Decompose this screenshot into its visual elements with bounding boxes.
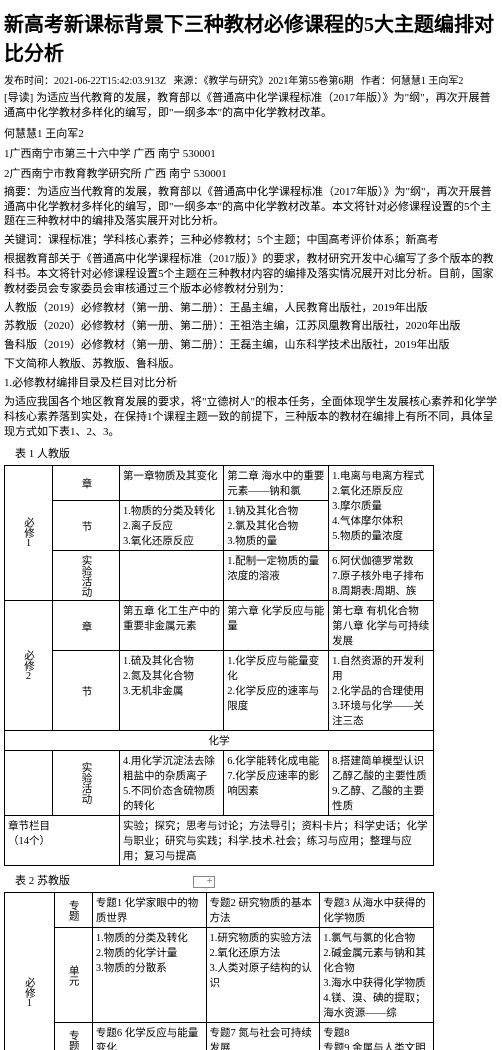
abstract-text: 为适应当代教育的发展，教育部以《普通高中化学课程标准（2017年版）》为"纲"，…	[4, 186, 491, 228]
cell: 必修1	[5, 466, 53, 601]
cell: 第一章物质及其变化	[120, 466, 224, 501]
table-row: 必修2 章 第五章 化工生产中的重要非金属元素 第六章 化学反应与能量 第七章 …	[5, 601, 434, 651]
guide-label: [导读]	[4, 92, 33, 104]
abstract-para: 摘要：为适应当代教育的发展，教育部以《普通高中化学课程标准（2017年版）》为"…	[0, 183, 502, 232]
cell: 专题	[54, 893, 92, 928]
affiliation-2: 2广西南宁市教育教学研究所 广西 南宁 530001	[0, 163, 502, 183]
cell: 6.阿伏伽德罗常数7.原子核外电子排布8.周期表:周期、族	[329, 551, 434, 601]
cell: 节	[53, 651, 120, 731]
table-1-caption: 表 1 人教版	[0, 441, 502, 463]
body-para-4: 鲁科版（2019）必修教材（第一册、第二册）：王磊主编，山东科学技术出版社，20…	[0, 336, 502, 355]
cell	[120, 551, 224, 601]
table-row: 章节栏目（14个） 实验；探究；思考与讨论；方法导引；资料卡片；科学史话；化学与…	[5, 816, 434, 866]
cell: 1.钠及其化合物2.氯及其化合物3.物质的量	[224, 501, 329, 551]
table-2-caption-text: 表 2 苏教版	[15, 875, 70, 887]
cell: 专题8专题9 金属与人类文明	[320, 1023, 434, 1050]
body-para-3: 苏教版（2020）必修教材（第一册、第二册）：王祖浩主编，江苏凤凰教育出版社，2…	[0, 317, 502, 336]
table-1: 必修1 章 第一章物质及其变化 第二章 海水中的重要元素——钠和氯 1.电离与电…	[4, 465, 434, 866]
cell: 6.化学能转化成电能7.化学反应速率的影响因素	[224, 751, 329, 816]
cell: 必修2	[5, 601, 53, 731]
author: 何慧慧1 王向军2	[391, 76, 464, 87]
cell: 实验；探究；思考与讨论；方法导引；资料卡片；科学史话；化学与职业；研究与实践；科…	[120, 816, 434, 866]
keywords-label: 关键词：	[4, 234, 48, 246]
cell: 单元	[54, 928, 92, 1023]
table-row: 必修1 专题 专题1 化学家眼中的物质世界 专题2 研究物质的基本方法 专题3 …	[5, 893, 434, 928]
table-2-caption: 表 2 苏教版 +	[0, 868, 502, 890]
cell: 第二章 海水中的重要元素——钠和氯	[224, 466, 329, 501]
table-row: 节 1.硫及其化合物2.氮及其化合物3.无机非金属 1.化学反应与能量变化2.化…	[5, 651, 434, 731]
body-para-5: 下文简称人教版、苏教版、鲁科版。	[0, 355, 502, 374]
body-para-1: 根据教育部关于《普通高中化学课程标准（2017版）》的要求，教材研究开发中心编写…	[0, 250, 502, 299]
body-para-6: 为适应我国各个地区教育发展的要求，将"立德树人"的根本任务，全面体现学生发展核心…	[0, 393, 502, 442]
cell: 8.搭建简单模型认识乙醇乙酸的主要性质9.乙醇、乙酸的主要性质	[329, 751, 434, 816]
source: 《教学与研究》2021年第55卷第6期	[203, 76, 353, 87]
table-row: 化学	[5, 731, 434, 751]
cell: 1.化学反应与能量变化2.化学反应的速率与限度	[224, 651, 329, 731]
source-label: 来源：	[173, 76, 203, 87]
guide-para: [导读] 为适应当代教育的发展，教育部以《普通高中化学课程标准（2017年版）》…	[0, 89, 502, 123]
cell: 1.自然资源的开发利用2.化学品的合理使用3.环境与化学——关注三态	[329, 651, 434, 731]
publish-time: 2021-06-22T15:42:03.913Z	[54, 76, 166, 87]
cell: 实验活动	[53, 551, 120, 601]
cell: 专题2 研究物质的基本方法	[206, 893, 320, 928]
table-row: 实验活动 1.配制一定物质的量浓度的溶液 6.阿伏伽德罗常数7.原子核外电子排布…	[5, 551, 434, 601]
table-row: 必修1 章 第一章物质及其变化 第二章 海水中的重要元素——钠和氯 1.电离与电…	[5, 466, 434, 501]
cell: 1.电离与电离方程式2.氧化还原反应3.摩尔质量4.气体摩尔体积5.物质的量浓度	[329, 466, 434, 551]
cell: 必修1	[5, 893, 55, 1050]
keywords-para: 关键词：课程标准；学科核心素养；三种必修教材；5个主题；中国高考评价体系；新高考	[0, 231, 502, 250]
cell: 节	[53, 501, 120, 551]
cell: 专题7 氮与社会可持续发展	[206, 1023, 320, 1050]
cell: 第七章 有机化合物 第八章 化学与可持续发展	[329, 601, 434, 651]
table-row: 专题 专题6 化学反应与能量变化 专题7 氮与社会可持续发展 专题8专题9 金属…	[5, 1023, 434, 1050]
cell	[5, 751, 53, 816]
cell: 第五章 化工生产中的重要非金属元素	[120, 601, 224, 651]
body-para-2: 人教版（2019）必修教材（第一册、第二册）：王晶主编，人民教育出版社，2019…	[0, 299, 502, 318]
table-row: 实验活动 4.用化学沉淀法去除粗盐中的杂质离子5.不同价态含硫物质的转化 6.化…	[5, 751, 434, 816]
keywords-text: 课程标准；学科核心素养；三种必修教材；5个主题；中国高考评价体系；新高考	[48, 234, 439, 246]
cell: 第六章 化学反应与能量	[224, 601, 329, 651]
cell: 专题6 化学反应与能量变化	[92, 1023, 206, 1050]
cell: 1.配制一定物质的量浓度的溶液	[224, 551, 329, 601]
cell: 1.研究物质的实验方法2.氧化还原方法3.人类对原子结构的认识	[206, 928, 320, 1023]
cell: 专题	[54, 1023, 92, 1050]
cell: 1.硫及其化合物2.氮及其化合物3.无机非金属	[120, 651, 224, 731]
table-2: 必修1 专题 专题1 化学家眼中的物质世界 专题2 研究物质的基本方法 专题3 …	[4, 892, 434, 1050]
cell: 1.氯气与氯的化合物2.碱金属元素与钠和其化合物3.海水中获得化学物质4.镁、溴…	[320, 928, 434, 1023]
cell: 专题3 从海水中获得的化学物质	[320, 893, 434, 928]
publish-label: 发布时间：	[4, 76, 54, 87]
cell: 4.用化学沉淀法去除粗盐中的杂质离子5.不同价态含硫物质的转化	[120, 751, 224, 816]
table-row: 单元 1.物质的分类及转化2.物质的化学计量3.物质的分散系 1.研究物质的实验…	[5, 928, 434, 1023]
cell: 1.物质的分类及转化2.离子反应3.氧化还原反应	[120, 501, 224, 551]
cell: 化学	[5, 731, 434, 751]
cell: 专题1 化学家眼中的物质世界	[92, 893, 206, 928]
author-label: 作者：	[361, 76, 391, 87]
cell: 实验活动	[53, 751, 120, 816]
cell: 章节栏目（14个）	[5, 816, 120, 866]
cell: 章	[53, 601, 120, 651]
guide-text: 为适应当代教育的发展，教育部以《普通高中化学课程标准（2017年版）》为"纲"，…	[4, 92, 491, 119]
page-title: 新高考新课标背景下三种教材必修课程的5大主题编排对比分析	[0, 0, 502, 70]
meta-line: 发布时间：2021-06-22T15:42:03.913Z 来源：《教学与研究》…	[0, 70, 502, 89]
abstract-label: 摘要：	[4, 186, 37, 198]
authors-line: 何慧慧1 王向军2	[0, 123, 502, 143]
affiliation-1: 1广西南宁市第三十六中学 广西 南宁 530001	[0, 143, 502, 163]
cell: 章	[53, 466, 120, 501]
cell: 1.物质的分类及转化2.物质的化学计量3.物质的分散系	[92, 928, 206, 1023]
plus-icon: +	[193, 876, 216, 888]
section-1-title: 1.必修教材编排目录及栏目对比分析	[0, 374, 502, 393]
